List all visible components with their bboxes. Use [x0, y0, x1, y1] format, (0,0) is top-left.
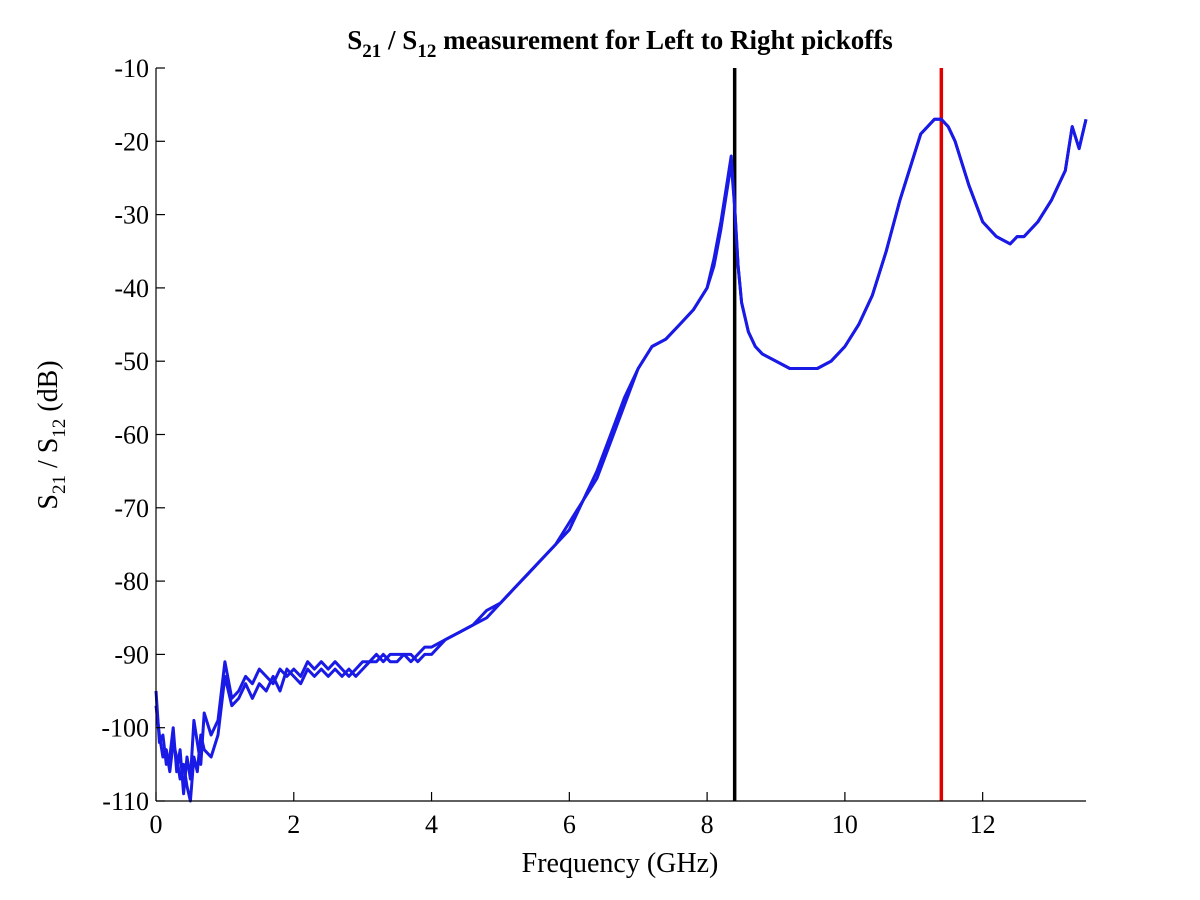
x-tick-label: 2: [287, 810, 300, 839]
series-line: [154, 117, 1088, 796]
marker-lines: [732, 68, 944, 801]
series-group: [154, 117, 1088, 803]
y-tick-label: -40: [114, 274, 149, 303]
x-tick-label: 12: [970, 810, 996, 839]
y-tick-label: -110: [102, 787, 149, 816]
series-line: [154, 117, 1088, 803]
chart-title: S21 / S12 measurement for Left to Right …: [347, 25, 893, 62]
y-tick-label: -50: [114, 347, 149, 376]
x-tick-label: 10: [832, 810, 858, 839]
y-tick-label: -100: [101, 714, 149, 743]
x-tick-label: 0: [150, 810, 163, 839]
y-tick-label: -10: [114, 54, 149, 83]
y-tick-label: -70: [114, 494, 149, 523]
y-tick-label: -30: [114, 201, 149, 230]
y-tick-label: -80: [114, 567, 149, 596]
x-axis-label: Frequency (GHz): [522, 848, 719, 879]
x-tick-label: 6: [563, 810, 576, 839]
y-tick-label: -90: [114, 640, 149, 669]
y-tick-label: -60: [114, 421, 149, 450]
y-axis-label: S21 / S12 (dB): [33, 360, 70, 509]
axes: 0 2 4 6 8 10 12 -10 -20 -30 -40 -50 -60 -70 -80 -90 -100…: [101, 54, 1086, 839]
y-tick-label: -20: [114, 127, 149, 156]
x-tick-label: 4: [425, 810, 438, 839]
x-tick-label: 8: [701, 810, 714, 839]
